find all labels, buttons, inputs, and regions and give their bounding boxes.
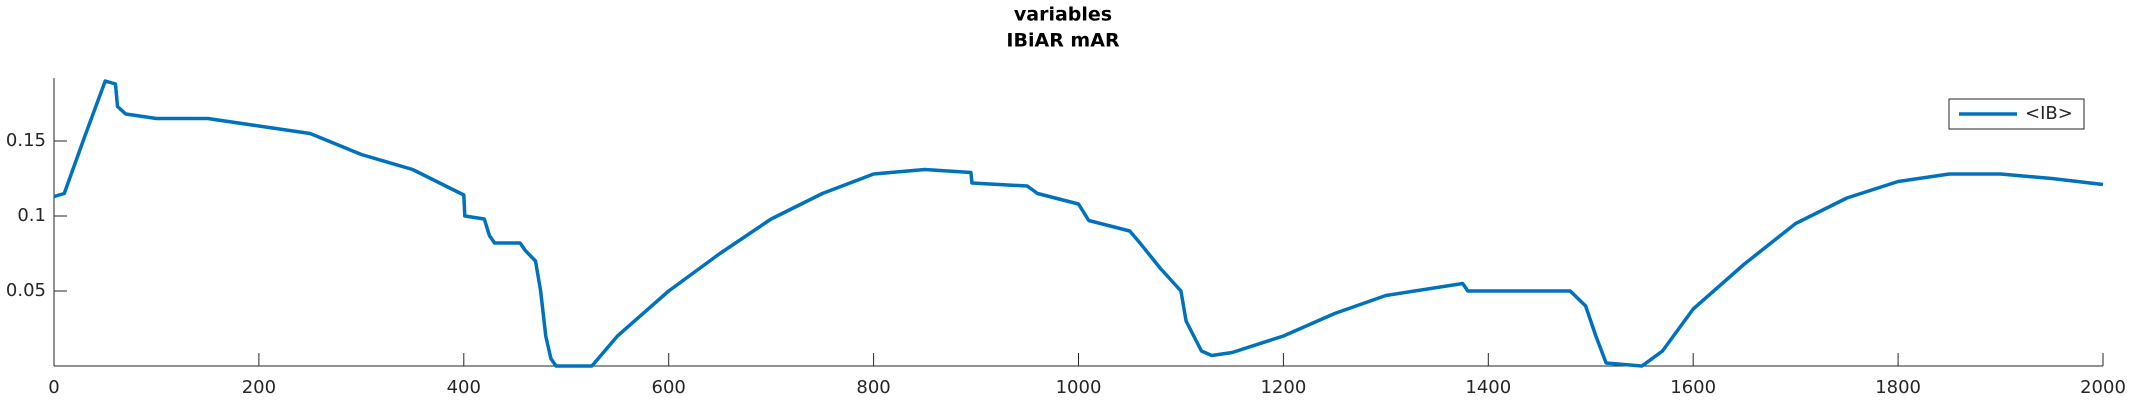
x-tick-label: 1400 [1465, 377, 1511, 398]
x-tick-label: 1600 [1670, 377, 1716, 398]
x-tick-label: 1800 [1875, 377, 1921, 398]
y-tick-label: 0.05 [6, 280, 46, 301]
data-line [53, 79, 2104, 368]
x-tick-label: 800 [856, 377, 890, 398]
x-tick-label: 2000 [2080, 377, 2126, 398]
x-tick-label: 1200 [1260, 377, 1306, 398]
x-tick-label: 600 [652, 377, 686, 398]
chart-title: variables [1014, 4, 1112, 26]
x-tick-label: 400 [447, 377, 481, 398]
x-tick-label: 0 [48, 377, 59, 398]
y-tick-label: 0.15 [6, 130, 46, 151]
chart-subtitle: IBiAR mAR [1006, 30, 1120, 52]
x-tick-label: 200 [242, 377, 276, 398]
y-tick-label: 0.1 [17, 205, 46, 226]
legend-label: <IB> [2025, 103, 2073, 124]
x-tick-label: 1000 [1056, 377, 1102, 398]
